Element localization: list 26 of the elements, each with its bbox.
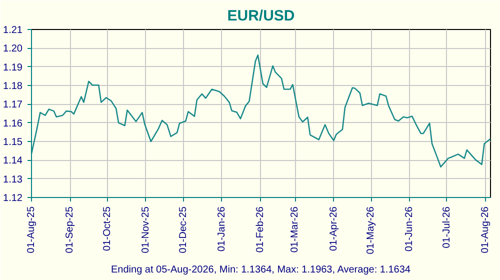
y-tick-label: 1.18 <box>3 81 23 92</box>
x-tick-label: 01-Apr-26 <box>328 206 340 251</box>
x-tick-label: 01-Aug-26 <box>480 206 492 254</box>
x-tick-label: 01-Jan-26 <box>216 206 228 252</box>
y-tick-label: 1.13 <box>3 174 23 186</box>
x-tick-label: 01-Jun-26 <box>404 206 416 252</box>
chart-title: EUR/USD <box>227 8 295 24</box>
y-tick-label: 1.15 <box>3 137 23 148</box>
y-tick-label: 1.17 <box>3 100 23 111</box>
x-tick-label: 01-Jul-26 <box>441 206 452 248</box>
x-tick-label: 01-Oct-25 <box>102 206 113 251</box>
x-tick-label: 01-Sep-25 <box>64 206 76 254</box>
y-tick-label: 1.16 <box>3 118 23 130</box>
x-tick-label: 01-Dec-25 <box>178 206 189 254</box>
y-tick-label: 1.14 <box>3 156 23 167</box>
y-tick-label: 1.12 <box>3 193 23 204</box>
text: Ending at 05-Aug-2026, Min: 1.1364, Max: 1.1963, Average: 1.1634 <box>110 264 411 276</box>
line-series <box>32 54 490 168</box>
y-tick-label: 1.21 <box>3 25 23 36</box>
x-tick-label: 01-Mar-26 <box>290 206 301 253</box>
y-tick-label: 1.19 <box>3 62 23 74</box>
x-tick-label: 01-May-26 <box>366 206 377 254</box>
x-tick-label: 01-Nov-25 <box>140 206 152 254</box>
x-tick-label: 01-Aug-25 <box>26 206 37 254</box>
y-tick-label: 1.20 <box>3 44 23 55</box>
x-tick-label: 01-Feb-26 <box>254 206 266 253</box>
